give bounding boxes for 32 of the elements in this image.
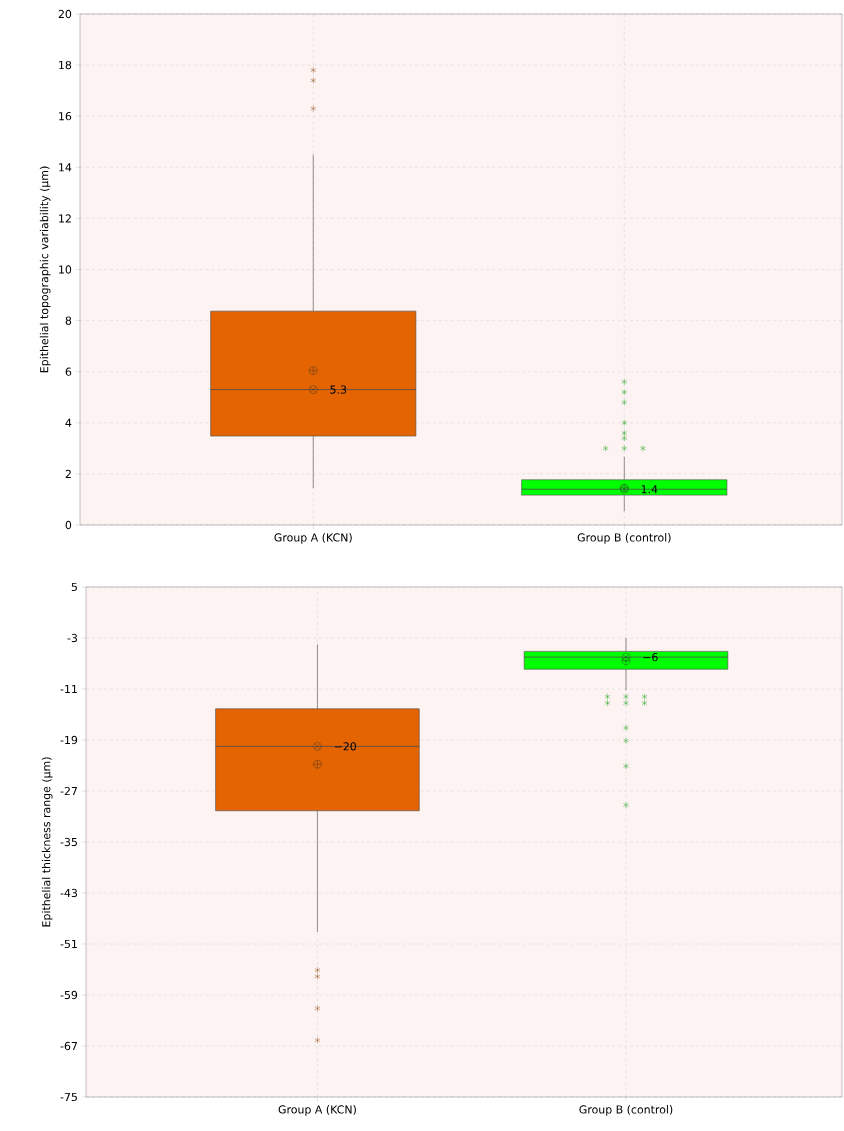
y-axis-title: Epithelial topographic variability (µm) [39, 166, 51, 373]
y-tick-label: 12 [59, 214, 71, 223]
y-axis-title: Epithelial thickness range (µm) [41, 757, 53, 927]
y-tick-label: 16 [59, 112, 72, 121]
y-tick-label: -27 [60, 786, 77, 796]
y-tick-label: 5 [71, 582, 77, 592]
y-tick-label: 0 [65, 520, 72, 530]
y-tick-label: 20 [58, 9, 72, 19]
x-tick-label: Group A (KCN) [274, 533, 352, 544]
y-tick-label: -43 [60, 888, 78, 898]
y-tick-label: -3 [67, 633, 78, 643]
y-tick-label: -59 [60, 990, 78, 1000]
annotation: 5.3 [330, 385, 347, 394]
annotation: 1.4 [641, 485, 658, 494]
x-tick-label: Group A (KCN) [278, 1105, 356, 1116]
y-tick-label: 2 [65, 469, 71, 478]
annotation: −20 [334, 742, 357, 751]
y-tick-label: 14 [59, 163, 72, 172]
x-tick-label: Group B (control) [577, 533, 671, 544]
y-tick-label: 6 [65, 367, 72, 376]
y-tick-label: 8 [65, 316, 72, 325]
annotation: −6 [643, 652, 658, 662]
y-tick-label: -67 [60, 1041, 77, 1051]
y-tick-label: -35 [60, 837, 77, 847]
y-tick-label: 4 [65, 418, 72, 427]
y-tick-label: -75 [60, 1092, 77, 1102]
x-tick-label: Group B (control) [579, 1105, 673, 1116]
y-tick-label: -11 [60, 685, 77, 693]
y-tick-label: -51 [60, 939, 77, 949]
y-tick-label: -19 [60, 735, 78, 745]
y-tick-label: 18 [59, 60, 72, 70]
y-tick-label: 10 [59, 265, 72, 274]
